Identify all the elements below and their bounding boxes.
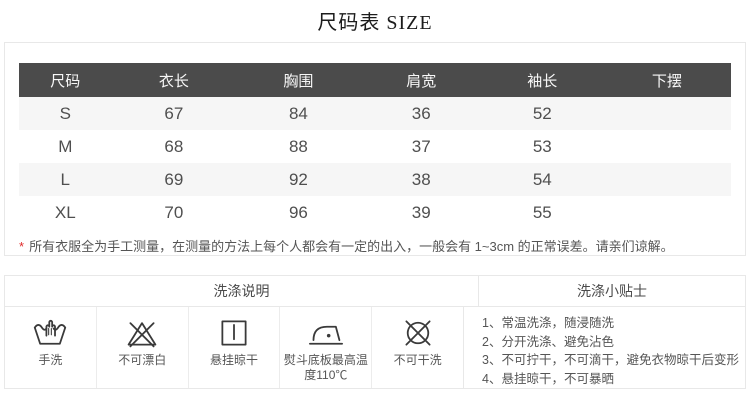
column-header-shoulder: 肩宽: [360, 63, 482, 97]
care-item-hand-wash: 手洗: [5, 307, 97, 388]
cell-value: [603, 97, 731, 130]
cell-size: M: [58, 136, 73, 156]
no-bleach-icon: [127, 322, 157, 348]
cell-value: 84: [288, 103, 308, 123]
care-tips-title: 洗涤小贴士: [577, 283, 647, 299]
size-table-header-row: 尺码 衣长 胸围 肩宽 袖长 下摆: [19, 63, 731, 97]
care-body: 手洗 不可漂白 悬挂晾干: [5, 307, 745, 388]
care-panel: 洗涤说明 洗涤小贴士 手洗 不可漂白: [4, 275, 746, 389]
cell-value: 53: [532, 136, 552, 156]
column-header-length: 衣长: [111, 63, 237, 97]
care-symbols: 手洗 不可漂白 悬挂晾干: [5, 307, 465, 388]
cell-value: 36: [411, 103, 431, 123]
cell-value: [603, 130, 731, 163]
cell-value: 39: [411, 202, 431, 222]
cell-value: 96: [288, 202, 308, 222]
cell-value: [603, 196, 731, 229]
column-header-sleeve: 袖长: [481, 63, 603, 97]
iron-max-110-icon: [308, 325, 343, 345]
cell-value: 52: [532, 103, 552, 123]
care-item-label: 熨斗底板最高温度110℃: [283, 353, 368, 382]
care-instructions-title: 洗涤说明: [5, 276, 479, 306]
care-item-label: 悬挂晾干: [210, 353, 259, 367]
cell-value: 67: [164, 103, 184, 123]
hang-dry-icon: [221, 320, 247, 346]
care-item-no-bleach: 不可漂白: [97, 307, 189, 388]
table-row-m: M 68 88 37 53: [19, 130, 731, 163]
cell-value: 92: [288, 169, 308, 189]
note-asterisk: *: [19, 239, 25, 254]
cell-value: 69: [164, 169, 184, 189]
note-text: 所有衣服全为手工测量，在测量的方法上每个人都会有一定的出入，一般会有 1~3cm…: [29, 239, 674, 254]
table-row-l: L 69 92 38 54: [19, 163, 731, 196]
table-row-xl: XL 70 96 39 55: [19, 196, 731, 229]
care-tip: 1、常温洗涤，随浸随洗: [482, 316, 614, 330]
hand-wash-icon: [34, 320, 67, 345]
cell-size: L: [60, 169, 70, 189]
care-item-hang-dry: 悬挂晾干: [189, 307, 281, 388]
cell-value: 54: [532, 169, 552, 189]
care-item-iron-max-110: 熨斗底板最高温度110℃: [280, 307, 373, 388]
measurement-note: * 所有衣服全为手工测量，在测量的方法上每个人都会有一定的出入，一般会有 1~3c…: [19, 236, 737, 255]
care-item-label: 不可漂白: [118, 353, 167, 367]
care-tip: 3、不可拧干，不可滴干，避免衣物晾干后变形: [482, 353, 739, 367]
size-table: 尺码 衣长 胸围 肩宽 袖长 下摆 S 67 84 36 52 M 68 88 …: [19, 63, 731, 229]
care-item-label: 手洗: [38, 353, 63, 367]
table-row-s: S 67 84 36 52: [19, 97, 731, 130]
cell-size: S: [59, 103, 71, 123]
cell-value: 88: [288, 136, 308, 156]
column-header-size: 尺码: [19, 63, 112, 97]
page-title: 尺码表 SIZE: [317, 12, 433, 34]
cell-value: 68: [164, 136, 184, 156]
no-dry-clean-icon: [405, 320, 431, 346]
size-table-panel: 尺码 衣长 胸围 肩宽 袖长 下摆 S 67 84 36 52 M 68 88 …: [4, 42, 746, 256]
care-header-row: 洗涤说明 洗涤小贴士: [5, 276, 745, 307]
cell-value: 55: [532, 202, 552, 222]
care-tips-list: 1、常温洗涤，随浸随洗 2、分开洗涤、避免沾色 3、不可拧干，不可滴干，避免衣物…: [464, 307, 745, 388]
cell-value: [603, 163, 731, 196]
cell-size: XL: [54, 202, 76, 222]
cell-value: 38: [411, 169, 431, 189]
care-item-label: 不可干洗: [393, 353, 442, 367]
care-tip: 4、悬挂晾干，不可暴晒: [482, 371, 614, 386]
care-item-no-dry-clean: 不可干洗: [372, 307, 463, 388]
cell-value: 37: [411, 136, 431, 156]
care-tip: 2、分开洗涤、避免沾色: [482, 334, 614, 349]
column-header-hem: 下摆: [602, 63, 731, 97]
cell-value: 70: [164, 202, 184, 222]
column-header-bust: 胸围: [236, 63, 361, 97]
